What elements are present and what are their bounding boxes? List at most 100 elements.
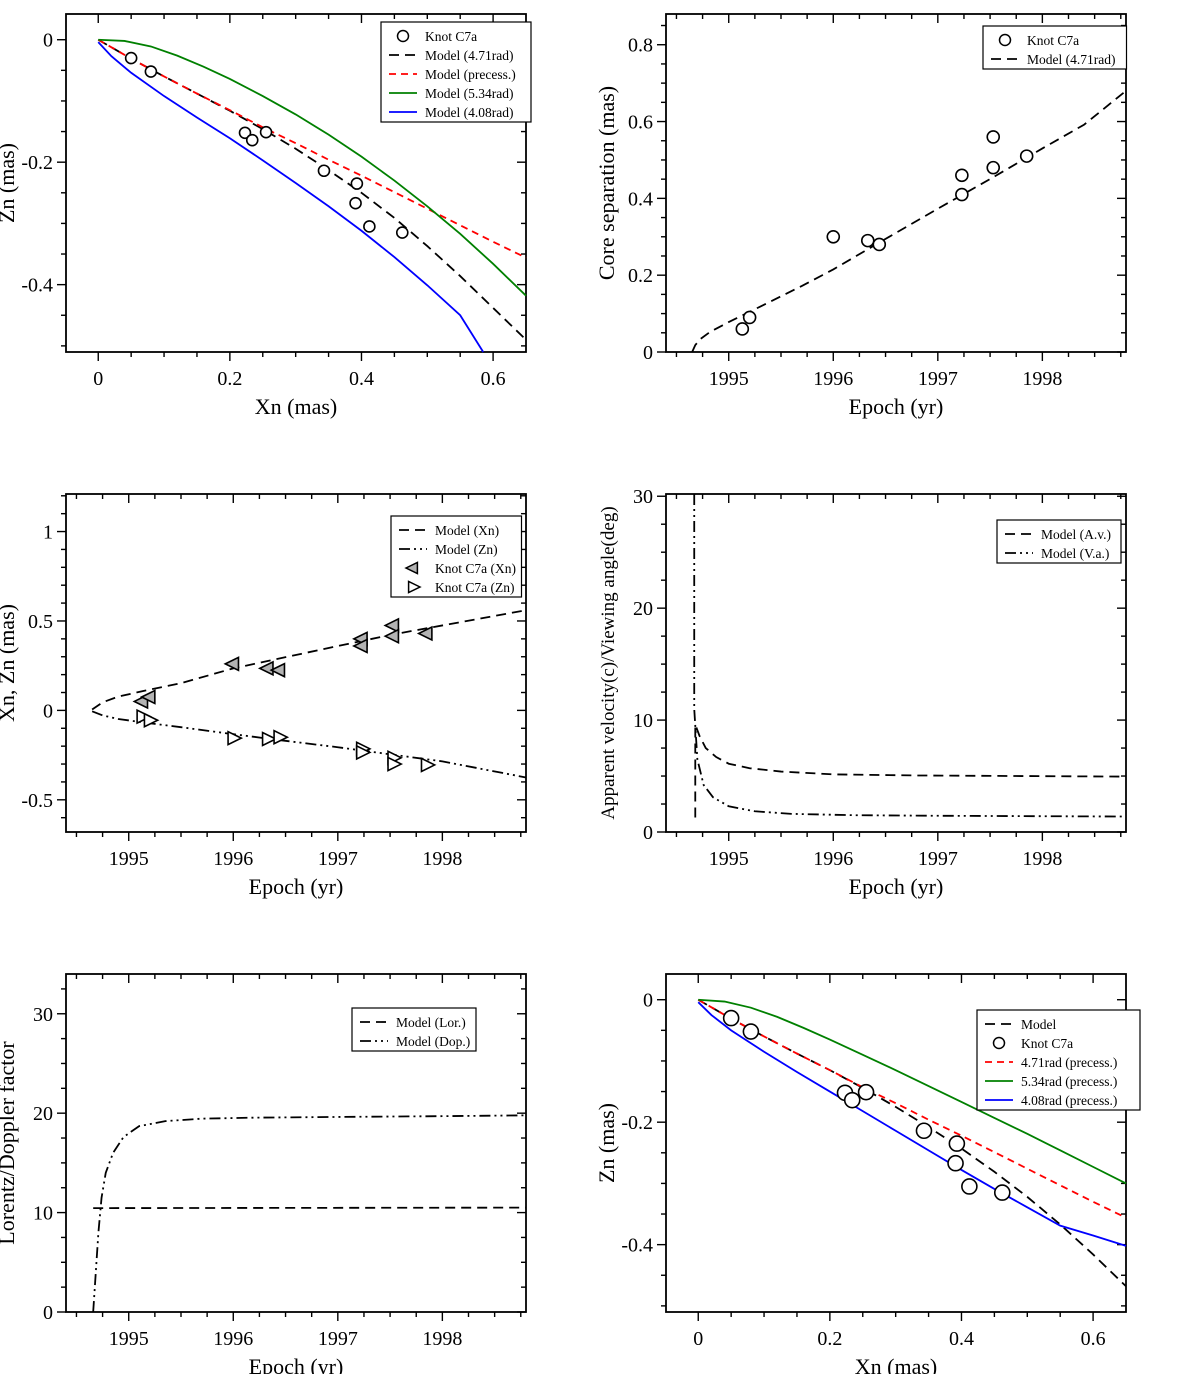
- legend-label: 4.08rad (precess.): [1021, 1093, 1117, 1108]
- x-tick-label: 0.6: [1081, 1328, 1106, 1350]
- legend: Knot C7a Model (4.71rad): [982, 25, 1128, 70]
- series: [92, 1114, 527, 1313]
- series-model-dop: [92, 1114, 527, 1313]
- legend-box: [982, 25, 1128, 70]
- y-axis-label: Zn (mas): [594, 1103, 619, 1183]
- legend-label: Model (4.71rad): [425, 48, 513, 63]
- legend: Knot C7a Model (4.71rad) Model (precess.) M…: [380, 21, 532, 123]
- legend-label: 5.34rad (precess.): [1021, 1074, 1117, 1089]
- x-tick-label: 1997: [918, 368, 958, 390]
- legend-sample-knot-c7a-xn: [404, 561, 419, 575]
- x-axis-label: Epoch (yr): [249, 1354, 344, 1374]
- knot-c7a-point: [955, 187, 969, 202]
- x-tick-label: 1997: [918, 848, 958, 870]
- legend-label: Model (V.a.): [1041, 546, 1109, 561]
- knot-c7a-xn-point: [383, 617, 400, 634]
- x-tick-label: 0.2: [817, 1328, 842, 1350]
- x-tick-label: 1997: [318, 1328, 358, 1350]
- x-tick-label: 1995: [709, 368, 749, 390]
- y-tick-label: 0: [43, 700, 53, 722]
- series-model-4-08rad: [97, 41, 484, 353]
- knot-c7a-point: [259, 125, 273, 139]
- legend-label: Knot C7a: [1021, 1036, 1073, 1051]
- y-tick-label: 10: [633, 710, 653, 732]
- knot-c7a-xn-point: [257, 660, 274, 677]
- knot-c7a-point: [238, 126, 252, 140]
- y-tick-label: -0.5: [21, 790, 53, 812]
- x-tick-label: 0.6: [481, 368, 506, 390]
- x-tick-label: 1998: [1022, 368, 1062, 390]
- y-tick-label: 30: [633, 486, 653, 508]
- x-tick-label: 1996: [813, 368, 853, 390]
- y-axis-label: Lorentz/Doppler factor: [0, 1041, 19, 1245]
- y-tick-label: -0.4: [621, 1235, 653, 1257]
- y-tick-label: 0: [643, 822, 653, 844]
- x-axis-label: Epoch (yr): [849, 874, 944, 899]
- axis-ticks: [57, 974, 526, 1321]
- y-tick-label: 0: [43, 30, 53, 52]
- legend: Model (Xn) Model (Zn) Knot C7a (Xn) Knot C7…: [390, 515, 523, 598]
- series-knot-c7a: [735, 130, 1034, 336]
- plot-frame: [65, 493, 527, 833]
- legend: Model Knot C7a 4.71rad (precess.) 5.34rad (…: [976, 1009, 1141, 1111]
- legend-label: Model (Dop.): [396, 1034, 470, 1049]
- knot-c7a-point: [722, 1009, 740, 1027]
- y-tick-label: 20: [633, 598, 653, 620]
- series-4-71rad-precess: [697, 998, 1127, 1219]
- knot-c7a-point: [872, 237, 887, 252]
- legend-label: Model: [1021, 1017, 1056, 1032]
- y-axis-label: Xn, Zn (mas): [0, 604, 19, 722]
- x-tick-label: 1997: [318, 848, 358, 870]
- series-knot-c7a-zn: [136, 708, 437, 773]
- xz-trajectory-chart: 0 0.2 0.4 0.6 0 -0.2 -0.4 Xn (mas) Zn (mas) Knot …: [0, 13, 532, 419]
- knot-c7a-zn-point: [420, 757, 437, 773]
- knot-c7a-point: [948, 1135, 966, 1152]
- y-tick-label: 10: [33, 1203, 53, 1225]
- y-tick-label: -0.4: [21, 275, 53, 297]
- series-model-precess: [97, 38, 527, 259]
- legend-label: Model (Zn): [435, 542, 498, 557]
- plot-frame: [65, 973, 527, 1313]
- knot-c7a-point: [1019, 149, 1034, 163]
- x-axis-label: Xn (mas): [255, 394, 337, 419]
- legend-label: Model (4.71rad): [1027, 52, 1115, 67]
- y-tick-label: 0: [643, 342, 653, 364]
- legend-box: [976, 1009, 1141, 1111]
- knot-c7a-zn-point: [273, 729, 290, 746]
- legend: Model (A.v.) Model (V.a.): [996, 519, 1122, 564]
- knot-c7a-point: [993, 1184, 1011, 1201]
- legend-label: Model (A.v.): [1041, 527, 1111, 542]
- legend-label: 4.71rad (precess.): [1021, 1055, 1117, 1070]
- knot-c7a-zn-point: [261, 731, 278, 747]
- lorentz-doppler-chart: 1995 1996 1997 1998 0 10 20 30 Epoch (yr) Lorentz…: [0, 973, 527, 1374]
- series-knot-c7a-xn: [132, 617, 433, 710]
- panel-xz-trajectory: 0 0.2 0.4 0.6 0 -0.2 -0.4 Xn (mas) Zn (mas) Knot …: [0, 0, 600, 419]
- series-4-08rad-precess: [697, 1001, 1127, 1247]
- series-model-4-71rad: [691, 90, 1127, 353]
- legend-label: Model (5.34rad): [425, 86, 513, 101]
- series-5-34rad-precess: [698, 998, 1127, 1185]
- plot-frame: [665, 13, 1127, 353]
- knot-c7a-point: [735, 322, 750, 336]
- y-tick-label: 30: [33, 1004, 53, 1026]
- panel-xz-trajectory-precess: 0 0.2 0.4 0.6 0 -0.2 -0.4 Xn (mas) Zn (mas) Model…: [594, 960, 1200, 1374]
- knot-c7a-xn-point: [383, 628, 400, 644]
- axis-ticks: [657, 494, 1126, 841]
- y-tick-label: 0.6: [628, 112, 653, 134]
- panel-core-separation: 1995 1996 1997 1998 0 0.2 0.4 0.6 0.8 Epoch (yr) C…: [594, 0, 1200, 419]
- x-tick-label: 1998: [422, 1328, 462, 1350]
- panel-velocity-angle: 1995 1996 1997 1998 0 10 20 30 Epoch (yr) Apparen…: [598, 480, 1200, 899]
- knot-c7a-point: [843, 1091, 861, 1109]
- x-tick-label: 1995: [709, 848, 749, 870]
- knot-c7a-point: [947, 1154, 964, 1172]
- knot-c7a-point: [826, 229, 841, 244]
- x-tick-label: 0.4: [949, 1328, 974, 1350]
- legend-box: [351, 1007, 477, 1052]
- panel-lorentz-doppler: 1995 1996 1997 1998 0 10 20 30 Epoch (yr) Lorentz…: [0, 960, 600, 1374]
- core-separation-chart: 1995 1996 1997 1998 0 0.2 0.4 0.6 0.8 Epoch (yr) C…: [594, 13, 1128, 419]
- legend-label: Model (4.08rad): [425, 105, 513, 120]
- series: [691, 90, 1127, 353]
- legend-label: Model (Xn): [435, 523, 499, 538]
- x-axis-label: Xn (mas): [855, 1354, 937, 1374]
